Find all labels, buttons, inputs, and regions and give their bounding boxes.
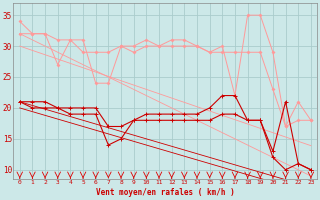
X-axis label: Vent moyen/en rafales ( km/h ): Vent moyen/en rafales ( km/h ): [96, 188, 235, 197]
